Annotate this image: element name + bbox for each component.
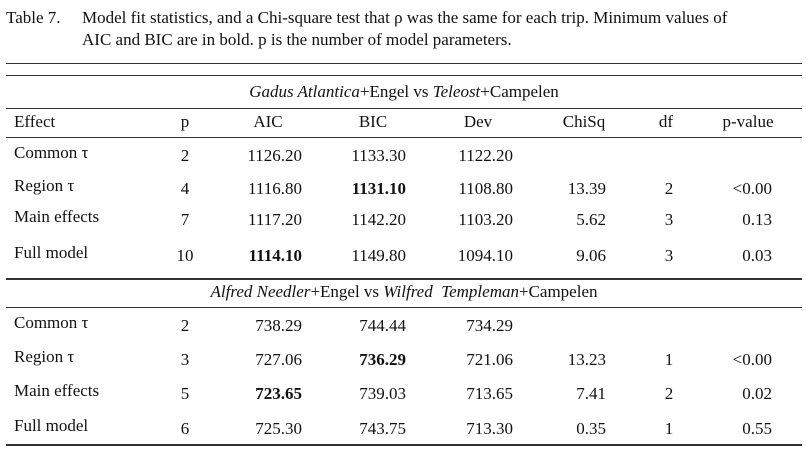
cell: 10 <box>176 246 194 265</box>
cell: 1122.20 <box>458 146 513 165</box>
cell: 9.06 <box>576 246 606 265</box>
cell: 3 <box>664 246 674 265</box>
cell: 2 <box>664 384 674 403</box>
cell: <0.00 <box>732 179 772 198</box>
column-header: AIC <box>253 112 283 131</box>
title-part: Teleost <box>432 82 481 101</box>
column-header: ChiSq <box>562 112 606 131</box>
column-header: p-value <box>722 112 774 131</box>
title-part: +Campelen <box>480 82 559 101</box>
rule <box>6 278 802 280</box>
cell: 713.30 <box>466 419 513 438</box>
row-label: Main effects <box>14 381 100 400</box>
column-header: Dev <box>463 112 493 131</box>
cell: 5.62 <box>576 210 606 229</box>
cell: <0.00 <box>732 350 772 369</box>
rule <box>6 108 802 109</box>
cell: 13.39 <box>567 179 606 198</box>
rule <box>6 307 802 308</box>
cell: 1 <box>664 419 674 438</box>
cell: 3 <box>180 350 190 369</box>
cell: 1142.20 <box>351 210 406 229</box>
cell: 0.02 <box>742 384 772 403</box>
section-title: Alfred Needler+Engel vs Wilfred Templema… <box>211 282 598 302</box>
cell: 713.65 <box>466 384 513 403</box>
section-title: Gadus Atlantica+Engel vs Teleost+Campele… <box>249 82 559 102</box>
cell: 7.41 <box>576 384 606 403</box>
title-part: +Campelen <box>518 282 598 301</box>
cell: 725.30 <box>255 419 302 438</box>
row-label: Region τ <box>14 176 75 195</box>
cell: 4 <box>180 179 190 198</box>
cell: 5 <box>180 384 190 403</box>
rule <box>6 137 802 138</box>
row-label: Common τ <box>14 313 89 332</box>
title-part: Wilfred Templeman <box>383 282 519 301</box>
cell: 2 <box>664 179 674 198</box>
cell: 6 <box>180 419 190 438</box>
title-part: +Engel vs <box>359 82 433 101</box>
cell: 738.29 <box>255 316 302 335</box>
row-label: Common τ <box>14 143 89 162</box>
cell: 2 <box>180 316 190 335</box>
cell: 7 <box>180 210 190 229</box>
cell: 744.44 <box>359 316 406 335</box>
column-header: p <box>180 112 190 131</box>
column-header: df <box>658 112 674 131</box>
cell: 1094.10 <box>457 246 513 265</box>
cell: 1108.80 <box>458 179 513 198</box>
cell: 1 <box>664 350 674 369</box>
title-part: +Engel vs <box>310 282 384 301</box>
cell: 13.23 <box>567 350 606 369</box>
cell: 1126.20 <box>247 146 302 165</box>
cell: 743.75 <box>359 419 406 438</box>
row-label: Full model <box>14 416 89 435</box>
cell: 1131.10 <box>351 179 406 198</box>
cell: 734.29 <box>466 316 513 335</box>
title-part: Alfred Needler <box>210 282 311 301</box>
rule <box>6 75 802 76</box>
cell: 1114.10 <box>248 246 302 265</box>
cell: 736.29 <box>359 350 406 369</box>
cell: 1103.20 <box>458 210 513 229</box>
row-label: Full model <box>14 243 89 262</box>
cell: 1116.80 <box>248 179 302 198</box>
rule <box>6 444 802 446</box>
rule <box>6 63 802 64</box>
row-label: Main effects <box>14 207 100 226</box>
caption-label: Table 7. <box>6 8 61 27</box>
row-label: Region τ <box>14 347 75 366</box>
cell: 721.06 <box>466 350 513 369</box>
cell: 739.03 <box>359 384 406 403</box>
cell: 723.65 <box>255 384 302 403</box>
column-header: BIC <box>358 112 388 131</box>
column-header: Effect <box>14 112 56 131</box>
cell: 3 <box>664 210 674 229</box>
cell: 1149.80 <box>351 246 406 265</box>
cell: 1117.20 <box>248 210 302 229</box>
caption-line: AIC and BIC are in bold. p is the number… <box>82 30 512 49</box>
cell: 0.13 <box>742 210 772 229</box>
cell: 1133.30 <box>351 146 406 165</box>
cell: 727.06 <box>255 350 302 369</box>
cell: 0.35 <box>576 419 606 438</box>
caption-line: Model fit statistics, and a Chi-square t… <box>82 8 728 27</box>
cell: 2 <box>180 146 190 165</box>
cell: 0.03 <box>742 246 772 265</box>
cell: 0.55 <box>742 419 772 438</box>
title-part: Gadus Atlantica <box>249 82 360 101</box>
